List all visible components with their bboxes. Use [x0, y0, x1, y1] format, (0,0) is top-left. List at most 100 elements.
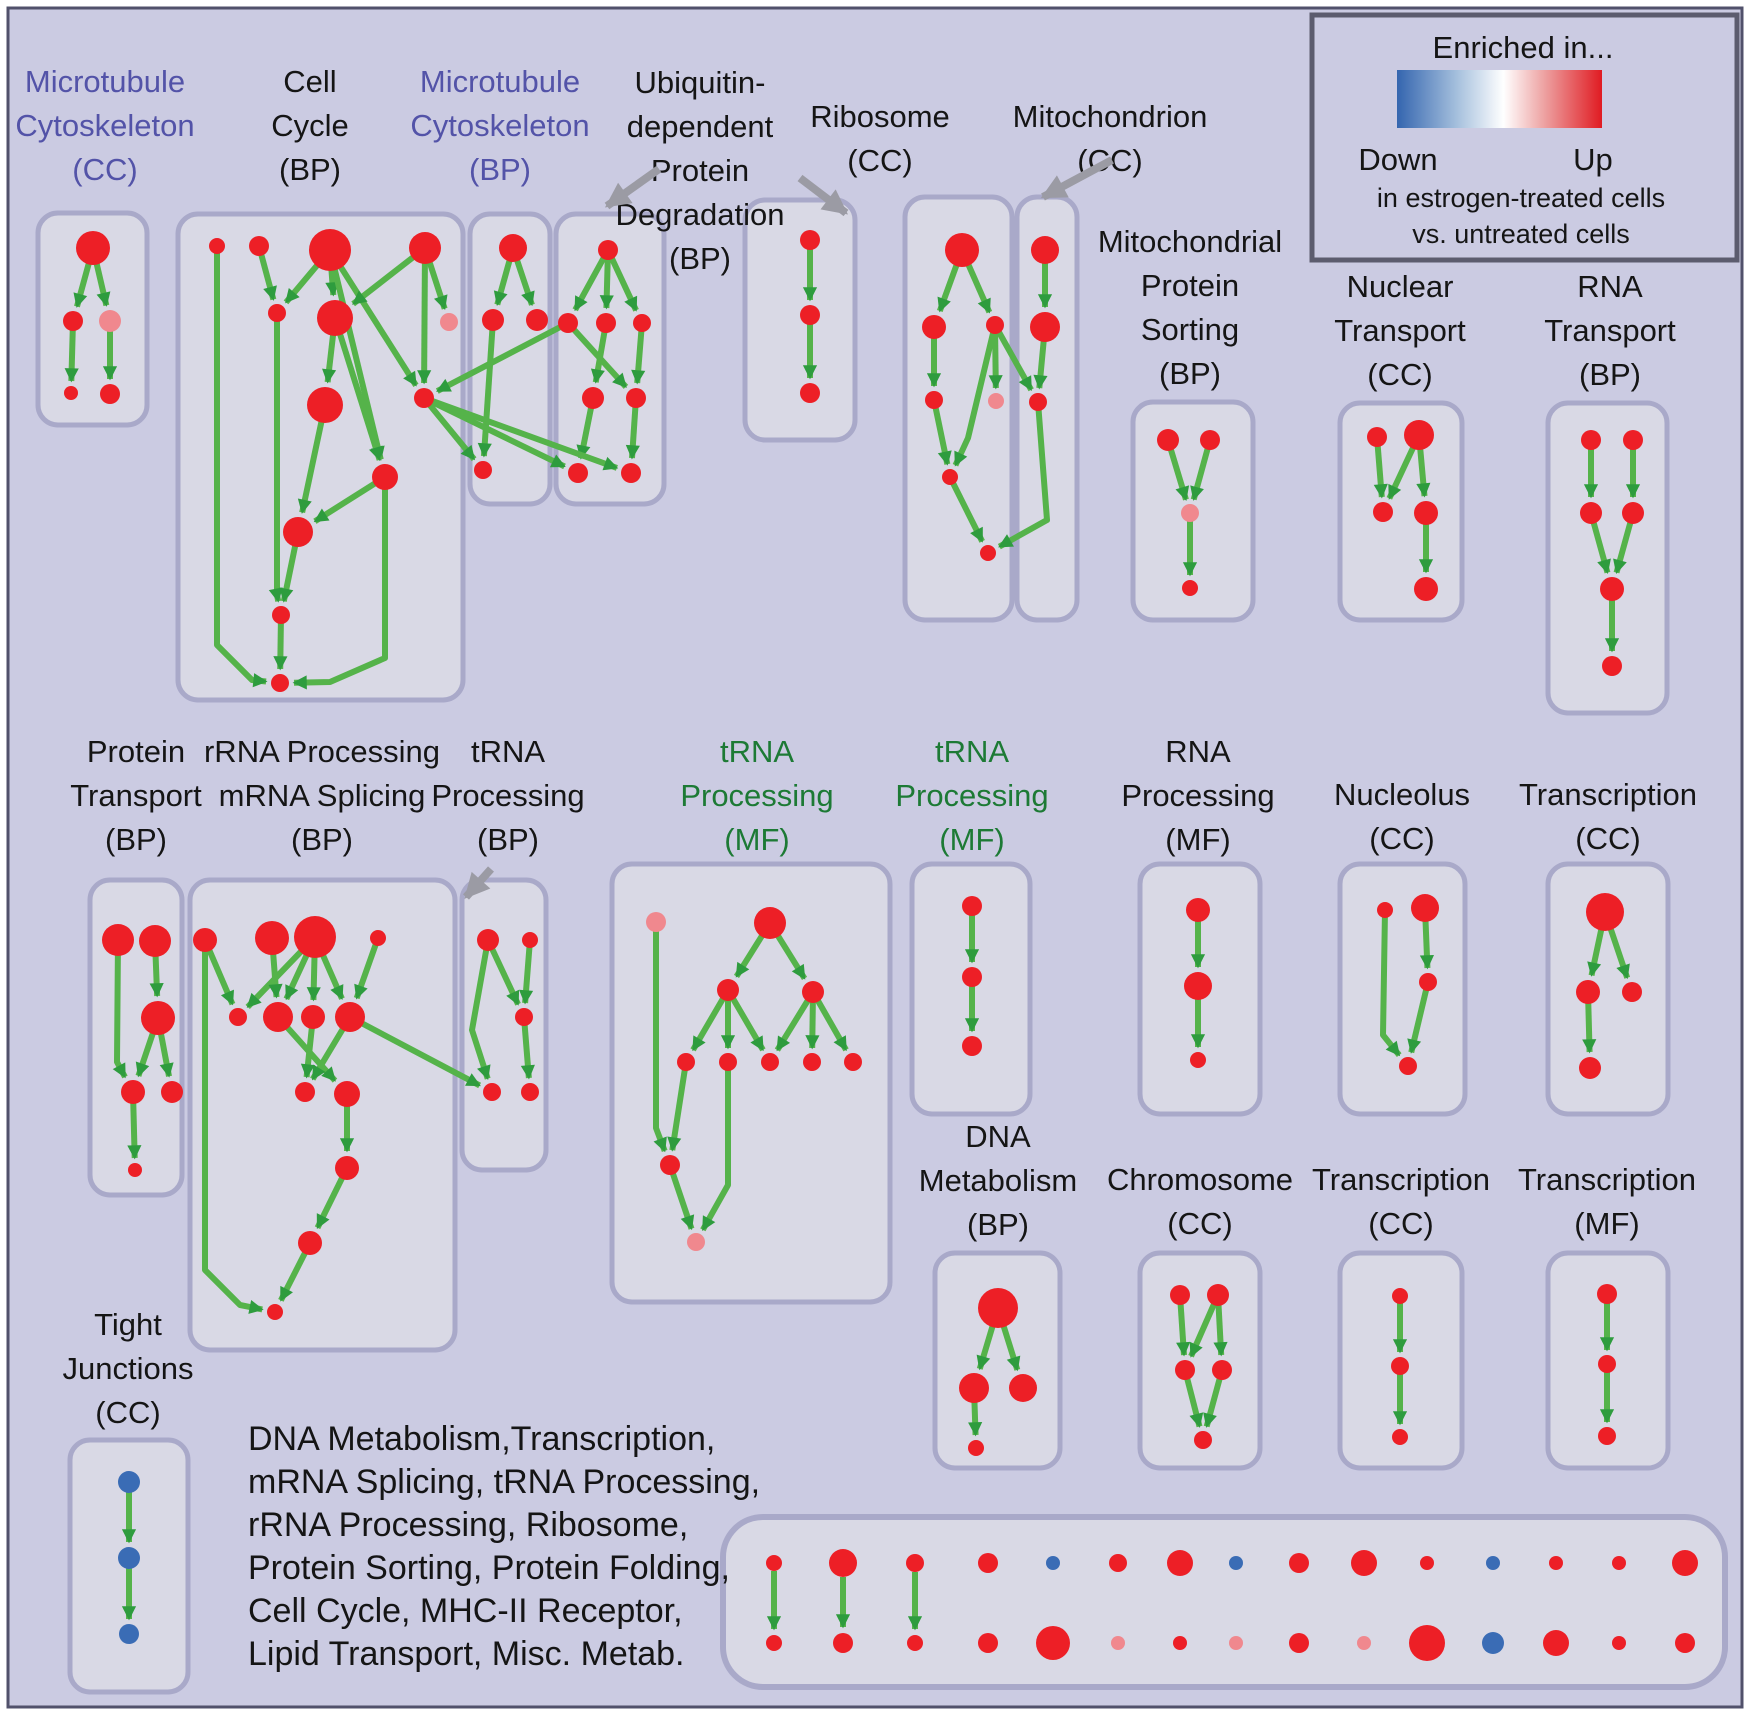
cluster-label-ribosome: (CC) — [847, 143, 912, 178]
node — [959, 1373, 989, 1403]
node — [1175, 1360, 1195, 1380]
edge — [422, 395, 619, 471]
cluster-label-chromosome: (CC) — [1167, 1206, 1232, 1241]
node — [1409, 1625, 1445, 1661]
node — [1622, 502, 1644, 524]
edge — [690, 988, 731, 1052]
node — [1598, 1427, 1616, 1445]
edge — [774, 990, 816, 1052]
node — [100, 384, 120, 404]
cluster-label-transcription-cc-mid: (CC) — [1575, 821, 1640, 856]
node — [1377, 902, 1393, 918]
cluster-label-trna-mf-small: Processing — [895, 778, 1048, 813]
node — [633, 314, 651, 332]
cluster-label-mt-bp: (BP) — [469, 152, 531, 187]
cluster-label-chromosome: Chromosome — [1107, 1162, 1293, 1197]
nodes-layer — [63, 229, 1698, 1661]
node — [1351, 1550, 1377, 1576]
note-line: rRNA Processing, Ribosome, — [248, 1506, 688, 1544]
node — [646, 912, 666, 932]
cluster-label-dna-metabolism: DNA — [965, 1119, 1031, 1154]
node — [526, 309, 548, 331]
node — [440, 313, 458, 331]
legend-title: Enriched in... — [1433, 30, 1614, 65]
cluster-box-cell-cycle — [175, 211, 466, 703]
label-pointer-arrow — [797, 174, 849, 217]
node — [1391, 1357, 1409, 1375]
node — [582, 387, 604, 409]
label-pointer-arrow — [604, 165, 662, 210]
cluster-label-trna-mf-small: (MF) — [939, 822, 1004, 857]
node — [99, 310, 121, 332]
cluster-box-rna-transport — [1545, 400, 1670, 716]
cluster-label-mito-sort: Sorting — [1141, 312, 1239, 347]
node — [719, 1053, 737, 1071]
edge — [519, 939, 534, 1005]
node — [263, 1002, 293, 1032]
node — [515, 1008, 533, 1026]
node — [1623, 430, 1643, 450]
edge — [313, 474, 387, 524]
cluster-label-nuc-transport: Transport — [1334, 313, 1466, 348]
cluster-label-transcription-cc-bot: Transcription — [1312, 1162, 1490, 1197]
cluster-label-mt-bp: Microtubule — [420, 64, 580, 99]
node — [482, 309, 504, 331]
node — [1414, 501, 1438, 525]
node — [255, 921, 289, 955]
cluster-box-chromosome — [1137, 1250, 1263, 1471]
node — [1486, 1556, 1500, 1570]
node — [558, 313, 578, 333]
node — [1229, 1636, 1243, 1650]
legend-gradient-bar — [1397, 70, 1602, 128]
cluster-label-mito-sort: Mitochondrial — [1098, 224, 1282, 259]
node — [925, 391, 943, 409]
node — [1419, 973, 1437, 991]
note-line: mRNA Splicing, tRNA Processing, — [248, 1463, 760, 1501]
edge — [520, 1016, 535, 1080]
node — [249, 236, 269, 256]
legend-box — [1309, 12, 1740, 263]
node — [1399, 1057, 1417, 1075]
node — [833, 1633, 853, 1653]
node — [1289, 1633, 1309, 1653]
summary-strip-box — [720, 1514, 1728, 1690]
edge — [997, 401, 1050, 550]
edge — [700, 1062, 731, 1232]
edge — [112, 939, 128, 1079]
legend: Enriched in... Down Up in estrogen-treat… — [1309, 12, 1740, 263]
node — [687, 1233, 705, 1251]
node — [766, 1555, 782, 1571]
node — [1289, 1553, 1309, 1573]
node — [568, 463, 588, 483]
node — [1612, 1636, 1626, 1650]
edge — [332, 317, 383, 462]
node — [1207, 1284, 1229, 1306]
node — [1482, 1632, 1504, 1654]
cluster-label-cell-cycle: Cycle — [271, 108, 349, 143]
cluster-label-mt-cc: (CC) — [72, 152, 137, 187]
node — [1622, 982, 1642, 1002]
node — [1194, 1431, 1212, 1449]
legend-subtitle-line2: vs. untreated cells — [1412, 219, 1630, 249]
node — [1612, 1556, 1626, 1570]
labels-layer: Microtubule Cytoskeleton (CC) Cell Cycle (BP)… — [15, 64, 1697, 1430]
edge — [1188, 1293, 1221, 1358]
cluster-label-ubi-a: Protein — [651, 153, 749, 188]
node — [372, 464, 398, 490]
edge — [947, 475, 985, 543]
cluster-label-trna-mf-small: tRNA — [935, 734, 1009, 769]
node — [621, 463, 641, 483]
edge — [952, 324, 998, 467]
cluster-label-ubi-a: (BP) — [669, 241, 731, 276]
node — [598, 240, 618, 260]
cluster-label-trna-mf-big: tRNA — [720, 734, 794, 769]
node — [119, 1624, 139, 1644]
edge — [653, 922, 668, 1153]
node — [76, 231, 110, 265]
node — [1411, 894, 1439, 922]
node — [945, 233, 979, 267]
legend-subtitle-line1: in estrogen-treated cells — [1377, 183, 1665, 213]
node — [209, 238, 225, 254]
cluster-label-nuc-transport: (CC) — [1367, 357, 1432, 392]
note-line: DNA Metabolism,Transcription, — [248, 1420, 715, 1458]
